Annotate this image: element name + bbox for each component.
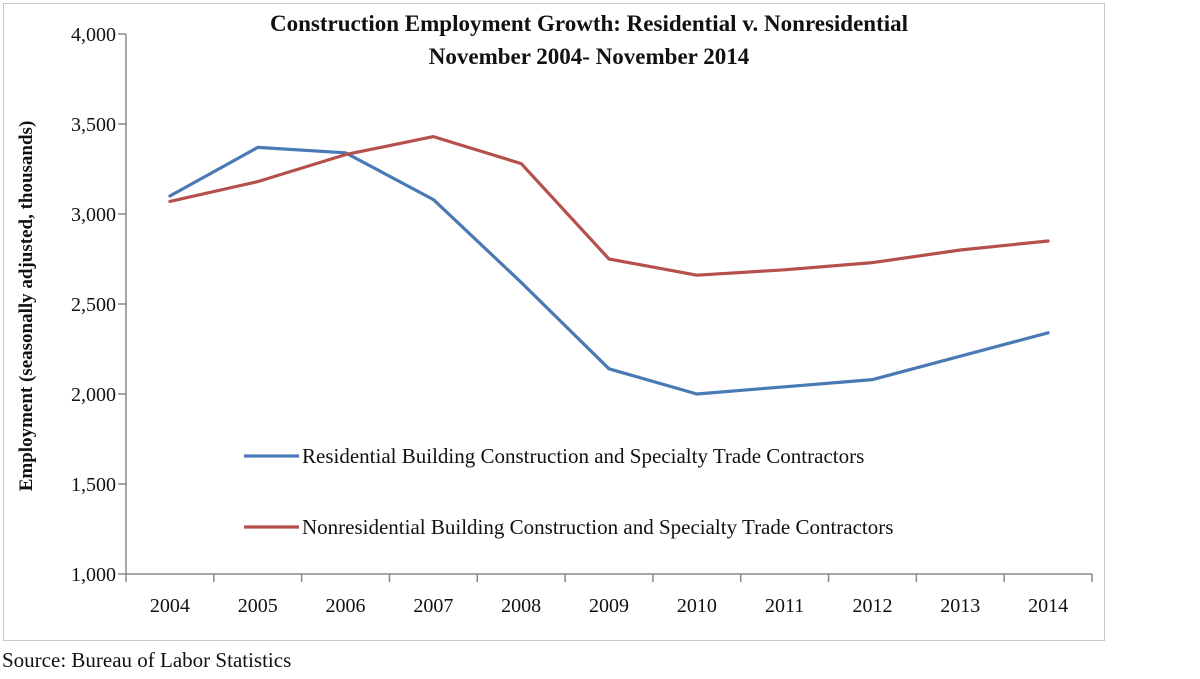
y-tick-label: 2,500 bbox=[71, 294, 116, 316]
axes bbox=[125, 34, 1092, 575]
x-axis-ticks: 2004 2005 2006 2007 2008 2009 2010 2011 2012 2013… bbox=[125, 574, 1093, 617]
y-tick-label: 3,000 bbox=[71, 204, 116, 226]
y-tick-label: 4,000 bbox=[71, 24, 116, 46]
legend-label: Residential Building Construction and Sp… bbox=[302, 444, 864, 468]
y-tick-label: 3,500 bbox=[71, 114, 116, 136]
x-tick-label: 2013 bbox=[940, 595, 980, 617]
series-lines bbox=[168, 135, 1050, 396]
y-axis-ticks: 1,000 1,500 2,000 2,500 3,000 3,500 4,000 bbox=[71, 24, 126, 586]
x-tick-label: 2004 bbox=[150, 595, 190, 617]
x-tick-label: 2014 bbox=[1028, 595, 1068, 617]
x-tick-label: 2007 bbox=[413, 595, 453, 617]
x-tick-label: 2010 bbox=[677, 595, 717, 617]
chart-subtitle: November 2004- November 2014 bbox=[429, 44, 750, 69]
source-note: Source: Bureau of Labor Statistics bbox=[2, 648, 292, 672]
x-tick-label: 2009 bbox=[589, 595, 629, 617]
x-tick-label: 2011 bbox=[765, 595, 804, 617]
series-line-nonresidential bbox=[168, 135, 1050, 277]
y-tick-label: 1,000 bbox=[71, 564, 116, 586]
y-tick-label: 2,000 bbox=[71, 384, 116, 406]
legend-label: Nonresidential Building Construction and… bbox=[302, 515, 893, 539]
y-tick-label: 1,500 bbox=[71, 474, 116, 496]
x-tick-label: 2006 bbox=[326, 595, 366, 617]
legend: Residential Building Construction and Sp… bbox=[244, 444, 893, 539]
x-tick-label: 2012 bbox=[852, 595, 892, 617]
chart-frame: Construction Employment Growth: Resident… bbox=[3, 3, 1105, 641]
x-tick-label: 2008 bbox=[501, 595, 541, 617]
x-tick-label: 2005 bbox=[238, 595, 278, 617]
chart-title: Construction Employment Growth: Resident… bbox=[270, 11, 908, 36]
series-line-residential bbox=[168, 145, 1050, 396]
line-chart: Construction Employment Growth: Resident… bbox=[16, 11, 1093, 617]
y-axis-title: Employment (seasonally adjusted, thousan… bbox=[16, 121, 37, 492]
